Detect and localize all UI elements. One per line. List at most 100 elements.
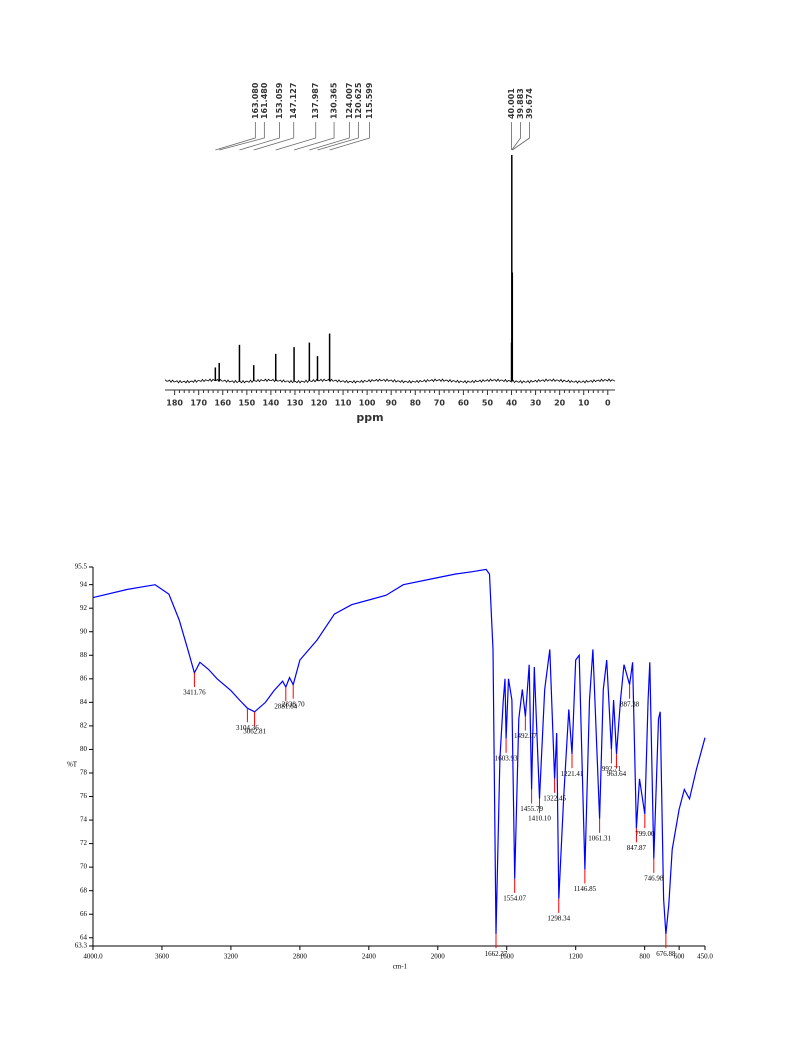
x-tick-label: 170 [190, 399, 207, 408]
peak-label: 2881.64 [274, 703, 297, 711]
x-tick-label: 50 [482, 399, 494, 408]
peak-label: 1455.79 [520, 805, 543, 813]
peak-label: 1410.10 [528, 814, 551, 822]
label-leader [219, 122, 265, 151]
peak-label: 1554.07 [503, 895, 526, 903]
y-tick-label: 63.3 [75, 942, 88, 950]
label-leader [253, 122, 295, 151]
x-tick-label: 600 [674, 953, 685, 961]
peak-label: 1298.34 [547, 915, 570, 923]
peak-label: 746.98 [644, 875, 664, 883]
ir-spectrum: %T cm-1 63.364 66 68 70 72 74 76 78 80 82 84 86 88 90… [67, 563, 713, 971]
x-tick-label: 110 [335, 399, 352, 408]
peak-label: 1322.45 [543, 794, 566, 802]
x-tick-label: 60 [458, 399, 470, 408]
x-tick-label: 130 [287, 399, 304, 408]
peak-label: 3104.36 [236, 724, 259, 732]
y-tick-label: 64 [80, 933, 88, 941]
peak-label: 963.64 [607, 770, 627, 778]
peak-label: 887.38 [620, 700, 640, 708]
peak-label: 2838.70 [282, 700, 305, 708]
x-tick-label: 70 [434, 399, 446, 408]
label-leader [239, 122, 280, 151]
peak-label: 161.480 [260, 82, 269, 119]
y-tick-label: 82 [80, 722, 88, 730]
label-leader [215, 122, 256, 151]
peak-label: 1221.41 [561, 770, 584, 778]
y-tick-label: 84 [80, 698, 88, 706]
y-tick-label: 90 [80, 627, 88, 635]
label-leader [512, 122, 530, 151]
x-tick-label: 2000 [431, 953, 446, 961]
x-tick-label: 4000.0 [83, 953, 103, 961]
nmr-spectrum: ppm 180 170 160 150 140 130 120 110 100 90 80 70 60 5… [164, 82, 616, 424]
x-tick-label: 800 [639, 953, 650, 961]
x-tick-label: 2400 [362, 953, 377, 961]
peak-label: 847.87 [627, 844, 647, 852]
label-leader [309, 122, 350, 151]
x-tick-label: 450.0 [697, 953, 713, 961]
y-tick-label: 92 [80, 604, 88, 612]
peak-label: 130.365 [330, 82, 339, 119]
y-tick-label: 86 [80, 674, 88, 682]
label-leader [317, 122, 359, 151]
peak-label: 1146.85 [574, 885, 597, 893]
x-tick-label: 80 [410, 399, 422, 408]
x-tick-label: 150 [238, 399, 255, 408]
y-tick-label: 70 [80, 863, 88, 871]
peak-label: 120.625 [354, 82, 363, 119]
peak-label: 1061.31 [588, 834, 611, 842]
x-tick-label: 90 [386, 399, 398, 408]
label-leader [275, 122, 317, 151]
peak-label: 799.00 [635, 830, 655, 838]
x-tick-label: 140 [263, 399, 280, 408]
peak-label: 1492.07 [514, 732, 537, 740]
y-tick-label: 95.5 [75, 563, 88, 571]
peak-label: 115.599 [365, 82, 374, 119]
y-tick-label: 94 [80, 580, 88, 588]
peak-label: 153.059 [275, 82, 284, 119]
peak-label: 163.080 [251, 82, 260, 119]
peak-label: 676.88 [656, 950, 676, 958]
peak-label: 1662.37 [485, 950, 508, 958]
peak-label: 1603.93 [495, 754, 518, 762]
x-tick-label: 40 [506, 399, 518, 408]
x-axis-label: ppm [356, 411, 383, 424]
y-tick-label: 74 [80, 816, 88, 824]
x-tick-label: 0 [605, 399, 611, 408]
y-tick-label: 72 [80, 839, 88, 847]
peak-label: 992.71 [602, 765, 622, 773]
label-leader [511, 122, 521, 151]
x-tick-label: 30 [530, 399, 542, 408]
peak-label: 39.674 [525, 88, 534, 119]
y-tick-label: 66 [80, 910, 88, 918]
peak-label: 3411.76 [183, 689, 206, 697]
peak-label: 39.883 [516, 88, 525, 119]
x-tick-label: 180 [166, 399, 183, 408]
label-leader [293, 122, 335, 151]
x-axis-label: cm-1 [393, 963, 408, 971]
x-tick-label: 120 [311, 399, 328, 408]
x-tick-label: 10 [578, 399, 590, 408]
peak-label: 147.127 [289, 83, 298, 119]
y-tick-label: 88 [80, 651, 88, 659]
peak-label: 137.987 [311, 83, 320, 119]
x-tick-label: 2800 [293, 953, 308, 961]
peak-label: 3062.81 [243, 727, 266, 735]
x-tick-label: 160 [214, 399, 231, 408]
spectrum-line [92, 568, 706, 935]
x-tick-label: 100 [359, 399, 376, 408]
y-tick-label: 76 [80, 792, 88, 800]
y-axis-label: %T [67, 761, 78, 769]
peak-label: 40.001 [507, 88, 516, 119]
y-tick-label: 78 [80, 769, 88, 777]
peak-label: 124.007 [345, 83, 354, 119]
x-tick-label: 3200 [224, 953, 239, 961]
x-tick-label: 1600 [500, 953, 515, 961]
x-tick-label: 3600 [155, 953, 170, 961]
x-tick-label: 20 [554, 399, 566, 408]
label-leader [329, 122, 371, 151]
baseline-noise [164, 378, 616, 384]
y-tick-label: 68 [80, 886, 88, 894]
